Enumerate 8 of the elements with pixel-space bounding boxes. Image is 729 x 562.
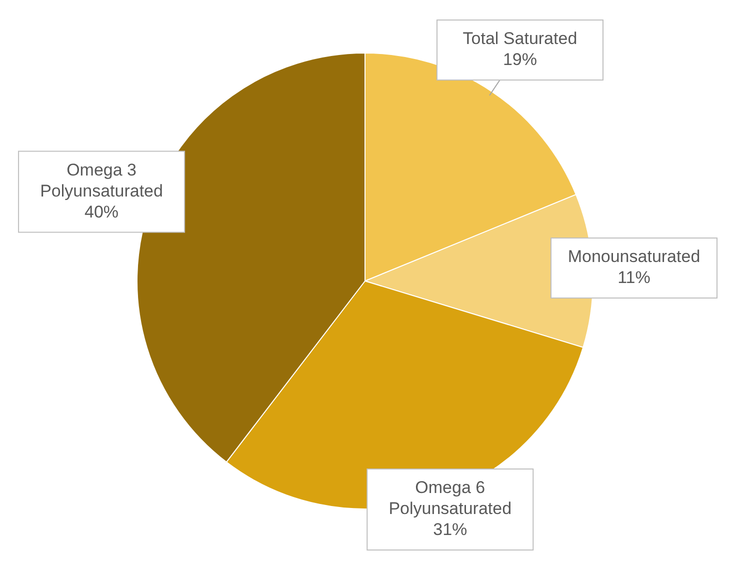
slice-label: Omega 3 Polyunsaturated	[40, 160, 163, 200]
slice-label: Omega 6 Polyunsaturated	[388, 478, 512, 518]
data-label: 11%	[618, 268, 650, 288]
data-label: 19%	[502, 50, 537, 70]
data-label: 40%	[84, 202, 119, 222]
data-label: 31%	[433, 520, 468, 539]
slice-label: Monounsaturated	[568, 247, 700, 266]
slice-label: Total Saturated	[462, 29, 578, 48]
